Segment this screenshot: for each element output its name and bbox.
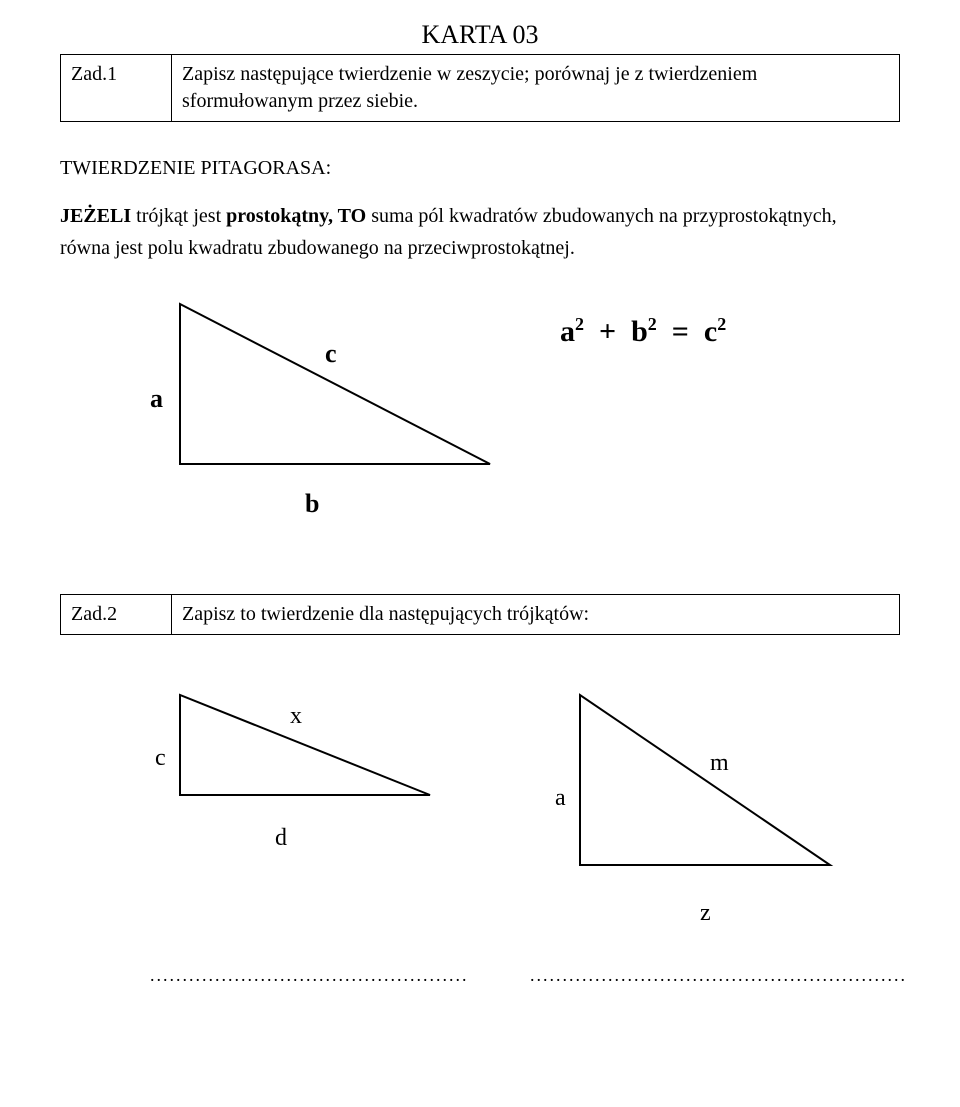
formula-c: c — [704, 315, 717, 348]
task2-wrap: Zad.2 Zapisz to twierdzenie dla następuj… — [60, 594, 900, 995]
theorem-title: TWIERDZENIE PITAGORASA: — [60, 152, 900, 184]
label-b: b — [305, 489, 319, 519]
theorem-block: TWIERDZENIE PITAGORASA: JEŻELI trójkąt j… — [60, 152, 900, 264]
formula-plus: + — [599, 315, 616, 348]
theorem-bold: prostokątny, TO — [226, 205, 371, 227]
label2-c: c — [155, 745, 166, 772]
triangle2-right — [580, 695, 830, 865]
label-c: c — [325, 339, 337, 369]
page: KARTA 03 Zad.1 Zapisz następujące twierd… — [0, 0, 960, 1107]
figure2: c x d a m z ............................… — [60, 655, 900, 995]
page-title: KARTA 03 — [60, 20, 900, 50]
theorem-l1b: trójkąt jest — [136, 205, 226, 227]
formula-eq: = — [672, 315, 689, 348]
label2-a: a — [555, 785, 566, 812]
dots-right: ........................................… — [530, 965, 907, 986]
figure1: a b c a2 + b2 = c2 — [60, 294, 900, 554]
formula-b-exp: 2 — [648, 314, 657, 334]
formula-a: a — [560, 315, 575, 348]
pythagoras-formula: a2 + b2 = c2 — [560, 314, 726, 349]
label-a: a — [150, 384, 163, 414]
label2-m: m — [710, 750, 729, 777]
theorem-l1c: suma pól kwadratów zbudowanych na przypr… — [371, 205, 836, 227]
theorem-line2: równa jest polu kwadratu zbudowanego na … — [60, 232, 900, 264]
triangle1-svg — [60, 294, 520, 524]
task1-label: Zad.1 — [61, 55, 172, 122]
formula-a-exp: 2 — [575, 314, 584, 334]
task1-text: Zapisz następujące twierdzenie w zeszyci… — [172, 55, 900, 122]
label2-d: d — [275, 825, 287, 852]
theorem-line1: JEŻELI trójkąt jest prostokątny, TO suma… — [60, 200, 900, 232]
task2-table: Zad.2 Zapisz to twierdzenie dla następuj… — [60, 594, 900, 635]
dots-left: ........................................… — [150, 965, 469, 986]
formula-c-exp: 2 — [717, 314, 726, 334]
task1-table: Zad.1 Zapisz następujące twierdzenie w z… — [60, 54, 900, 122]
figure2-svg — [60, 655, 900, 995]
task2-text: Zapisz to twierdzenie dla następujących … — [172, 595, 900, 635]
task2-label: Zad.2 — [61, 595, 172, 635]
triangle2-left — [180, 695, 430, 795]
formula-b: b — [631, 315, 648, 348]
label2-z: z — [700, 900, 711, 927]
label2-x: x — [290, 703, 302, 730]
triangle1 — [180, 304, 490, 464]
theorem-jezeli: JEŻELI — [60, 205, 136, 227]
